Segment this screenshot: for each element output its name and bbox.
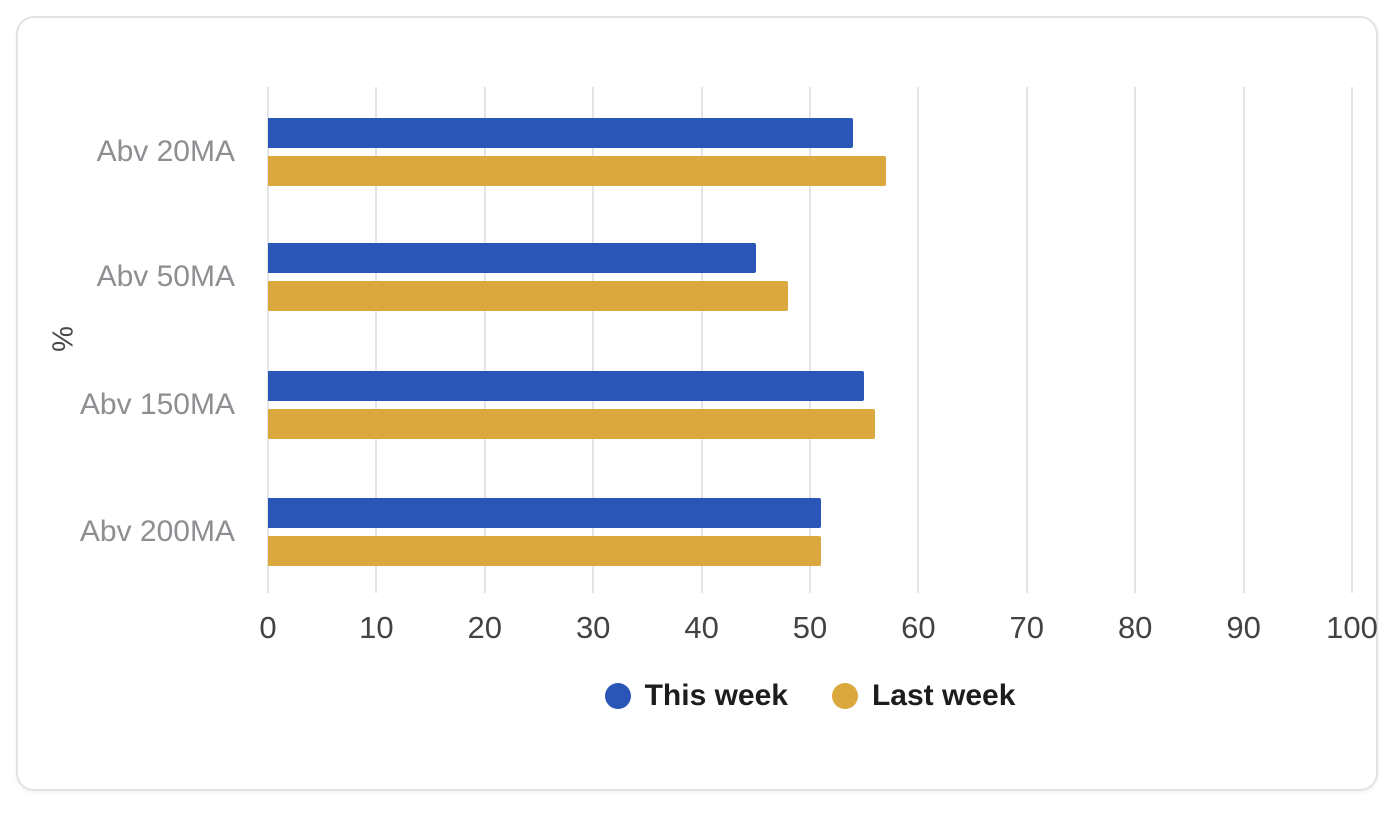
category-label-abv-50ma: Abv 50MA [96, 260, 235, 293]
gridline-50 [809, 87, 811, 593]
gridline-30 [592, 87, 595, 593]
bar-this-week-abv-50ma [268, 243, 756, 273]
bar-this-week-abv-150ma [268, 371, 865, 401]
legend-label-last-week: Last week [871, 679, 1016, 712]
bar-last-week-abv-50ma [268, 281, 789, 311]
bar-this-week-abv-200ma [268, 498, 821, 528]
gridline-40 [700, 87, 703, 593]
x-tick-label-20: 20 [467, 610, 503, 645]
plot-area [267, 87, 1353, 593]
gridline-10 [375, 87, 378, 593]
x-tick-label-90: 90 [1226, 610, 1261, 645]
gridline-0 [267, 87, 269, 593]
legend-item-last-week: Last week [831, 679, 1016, 713]
bar-last-week-abv-20ma [268, 156, 886, 186]
x-tick-label-30: 30 [575, 610, 611, 645]
legend-item-this-week: This week [604, 679, 788, 713]
bar-last-week-abv-200ma [268, 536, 821, 566]
gridline-60 [917, 87, 920, 593]
legend: This week Last week [268, 678, 1352, 714]
gridline-90 [1242, 87, 1245, 593]
x-tick-label-40: 40 [684, 610, 719, 645]
category-label-abv-150ma: Abv 150MA [79, 388, 235, 421]
legend-marker-this-week [604, 683, 631, 709]
legend-label-this-week: This week [644, 679, 788, 712]
category-axis: Abv 20MA Abv 50MA Abv 150MA Abv 200MA [18, 87, 235, 593]
x-tick-label-50: 50 [792, 610, 828, 645]
gridline-100 [1351, 87, 1353, 593]
x-tick-label-70: 70 [1009, 610, 1045, 645]
gridline-70 [1025, 87, 1028, 593]
bar-last-week-abv-150ma [268, 409, 876, 439]
x-tick-label-100: 100 [1326, 610, 1378, 645]
bar-this-week-abv-20ma [268, 118, 854, 148]
category-label-abv-20ma: Abv 20MA [96, 135, 235, 168]
x-tick-label-60: 60 [901, 610, 936, 645]
x-tick-label-0: 0 [259, 610, 277, 645]
x-axis: 0 10 20 30 40 50 60 70 80 90 100 [259, 610, 1377, 650]
gridline-20 [483, 87, 486, 593]
gridline-80 [1134, 87, 1137, 593]
x-tick-label-80: 80 [1117, 610, 1153, 645]
chart-card: % Abv 20MA Abv 50MA Abv 150MA Abv 200MA 0 10… [16, 16, 1378, 791]
legend-marker-last-week [831, 683, 858, 709]
x-tick-label-10: 10 [359, 610, 394, 645]
category-label-abv-200ma: Abv 200MA [79, 515, 235, 548]
